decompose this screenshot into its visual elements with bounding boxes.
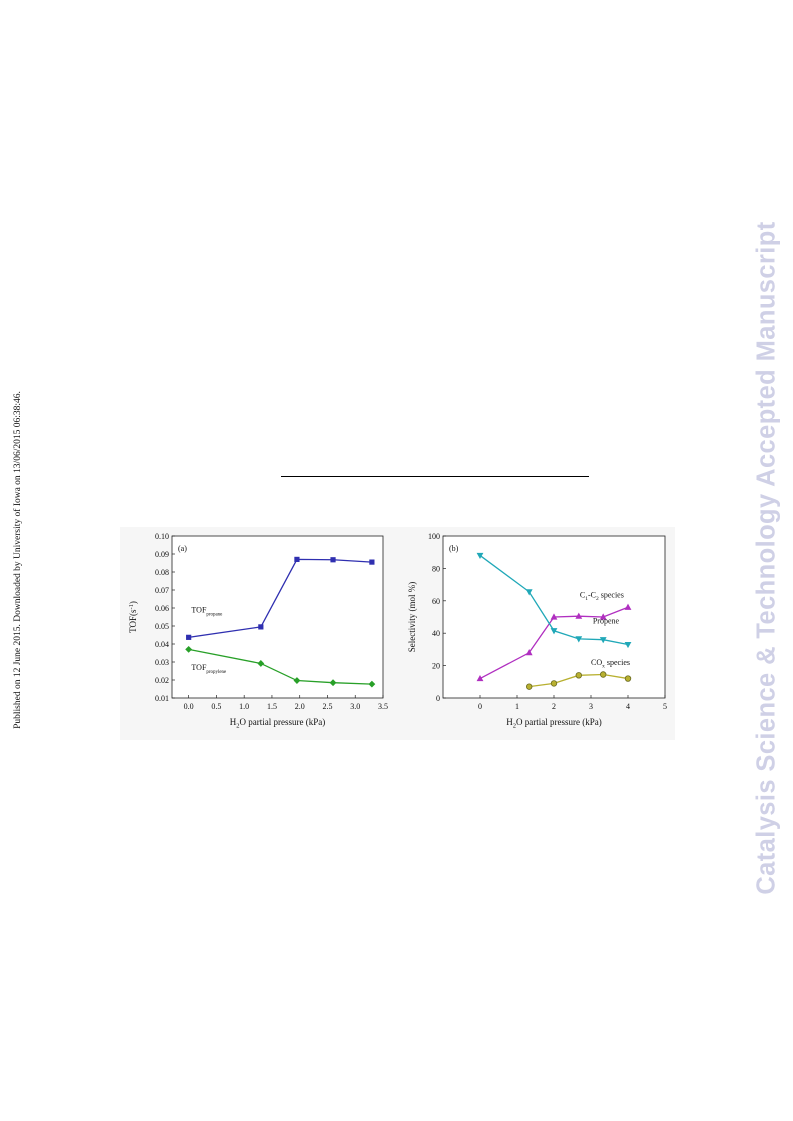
series-line: [479, 554, 629, 646]
panel-label: (a): [178, 544, 187, 553]
horizontal-rule: [281, 476, 589, 477]
data-point: [624, 675, 632, 682]
x-tick-label: 3.5: [378, 702, 388, 711]
data-point: [550, 680, 558, 687]
data-point: [293, 677, 301, 684]
panel-a: 0.0 0.5 1.0 1.5 2.0 2.5 3.0 3.5 0.01 0.02 0.03 0.04…: [128, 532, 388, 730]
annotation-propene: Propene: [593, 616, 620, 625]
series-line: [479, 606, 629, 680]
y-tick-label: 0.05: [155, 622, 169, 631]
y-tick-label: 0: [436, 694, 440, 703]
y-tick-label: 0.10: [155, 532, 169, 541]
annotation-cox: COx species: [591, 658, 630, 670]
data-point: [330, 557, 336, 563]
x-tick-label: 4: [626, 702, 630, 711]
y-tick-label: 0.09: [155, 550, 169, 559]
annotation-propylene: TOFpropylene: [191, 663, 227, 675]
x-tick-label: 2: [552, 702, 556, 711]
y-axis-label: Selectivity (mol %): [407, 582, 417, 652]
x-tick-label: 2.0: [295, 702, 305, 711]
x-tick-label: 5: [663, 702, 667, 711]
annotation-propane: TOFpropane: [191, 606, 223, 618]
y-tick-label: 0.06: [155, 604, 169, 613]
y-tick-label: 0.07: [155, 586, 169, 595]
y-tick-label: 20: [432, 662, 440, 671]
y-tick-label: 40: [432, 629, 440, 638]
y-tick-label: 60: [432, 597, 440, 606]
y-tick-label: 0.03: [155, 658, 169, 667]
x-tick-label: 0: [478, 702, 482, 711]
publication-note: Published on 12 June 2015. Downloaded by…: [13, 391, 23, 729]
x-axis-label: H2O partial pressure (kPa): [230, 717, 325, 730]
panel-b: 0 1 2 3 4 5 0 20 40 60 80 100 (b) H2O partial pressur…: [407, 532, 667, 730]
x-tick-label: 3.0: [350, 702, 360, 711]
data-point: [186, 634, 192, 640]
data-point: [526, 683, 533, 690]
data-point: [476, 552, 484, 560]
data-point: [525, 589, 533, 596]
data-point: [525, 649, 533, 656]
x-tick-label: 0.0: [184, 702, 194, 711]
x-tick-label: 2.5: [322, 702, 332, 711]
data-point: [624, 603, 632, 610]
panel-label: (b): [449, 544, 459, 553]
y-tick-label: 0.01: [155, 694, 169, 703]
x-axis-label: H2O partial pressure (kPa): [506, 717, 601, 730]
data-point: [476, 674, 484, 682]
x-tick-label: 3: [589, 702, 593, 711]
y-axis-label: TOF(s-1): [128, 601, 138, 633]
data-point: [550, 613, 558, 620]
data-point: [599, 613, 607, 620]
x-tick-label: 1: [515, 702, 519, 711]
y-tick-label: 0.08: [155, 568, 169, 577]
data-point: [368, 680, 376, 688]
data-point: [550, 628, 558, 635]
data-point: [624, 641, 632, 649]
x-tick-label: 1.5: [267, 702, 277, 711]
data-point: [599, 637, 607, 644]
data-point: [258, 624, 264, 630]
annotation-c1c2: C1-C2 species: [580, 591, 624, 603]
data-point: [575, 672, 582, 679]
data-point: [257, 660, 265, 667]
data-point: [185, 646, 193, 653]
data-point: [369, 559, 375, 565]
data-point: [575, 636, 583, 643]
y-tick-label: 80: [432, 564, 440, 573]
x-tick-label: 0.5: [211, 702, 221, 711]
data-point: [575, 612, 583, 619]
y-tick-label: 0.04: [155, 640, 169, 649]
figure-svg: 0.0 0.5 1.0 1.5 2.0 2.5 3.0 3.5 0.01 0.02 0.03 0.04…: [128, 532, 667, 730]
x-tick-label: 1.0: [239, 702, 249, 711]
data-point: [329, 679, 337, 687]
data-point: [600, 671, 607, 678]
y-tick-label: 0.02: [155, 676, 169, 685]
watermark: Catalysis Science & Technology Accepted …: [752, 221, 781, 895]
y-tick-label: 100: [428, 532, 440, 541]
figure: 0.0 0.5 1.0 1.5 2.0 2.5 3.0 3.5 0.01 0.02 0.03 0.04…: [120, 527, 675, 740]
data-point: [294, 556, 300, 562]
